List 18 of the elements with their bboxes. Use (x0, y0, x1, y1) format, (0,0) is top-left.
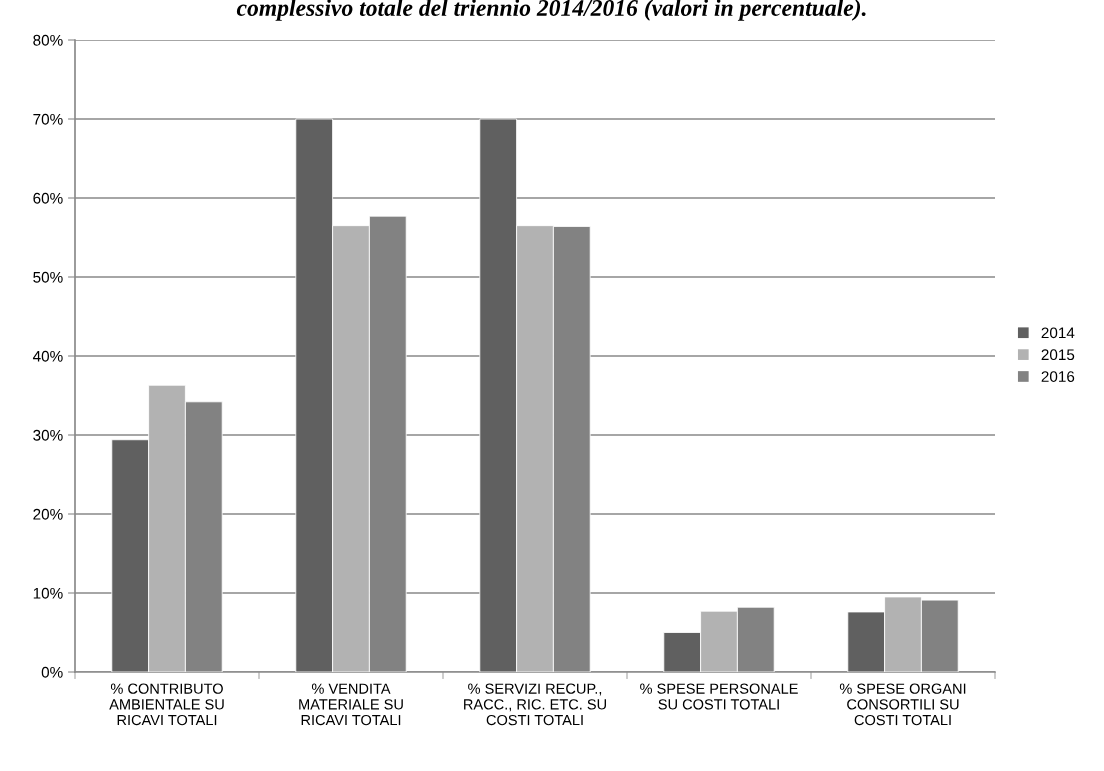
y-tick-label: 0% (41, 666, 63, 678)
y-tick-label: 40% (32, 350, 63, 362)
legend-label: 2016 (1041, 371, 1075, 382)
y-tick-label: 20% (33, 508, 63, 520)
x-tick-label: % SERVIZI RECUP., RACC., RIC. ETC. SU COSTI TOTALI (464, 683, 606, 726)
y-tick-label: 30% (33, 429, 63, 441)
x-tick-label: % SPESE ORGANI CONSORTILI SU COSTI TOTALI (839, 683, 966, 726)
x-tick-label: % SPESE PERSONALE SU COSTI TOTALI (640, 683, 798, 710)
x-tick-label: % VENDITA MATERIALE SU RICAVI TOTALI (299, 683, 403, 726)
chart-title: complessivo totale del triennio 2014/2016 (valori in percentuale). (236, 0, 866, 21)
y-tick-label: 80% (33, 34, 63, 46)
y-tick-label: 60% (33, 192, 63, 204)
y-tick-label: 10% (33, 587, 63, 599)
legend-label: 2014 (1041, 327, 1075, 339)
x-tick-label: % CONTRIBUTO AMBIENTALE SU RICAVI TOTALI (109, 683, 224, 726)
y-tick-label: 50% (33, 271, 63, 283)
legend-label: 2015 (1041, 349, 1075, 361)
y-tick-label: 70% (33, 113, 63, 125)
